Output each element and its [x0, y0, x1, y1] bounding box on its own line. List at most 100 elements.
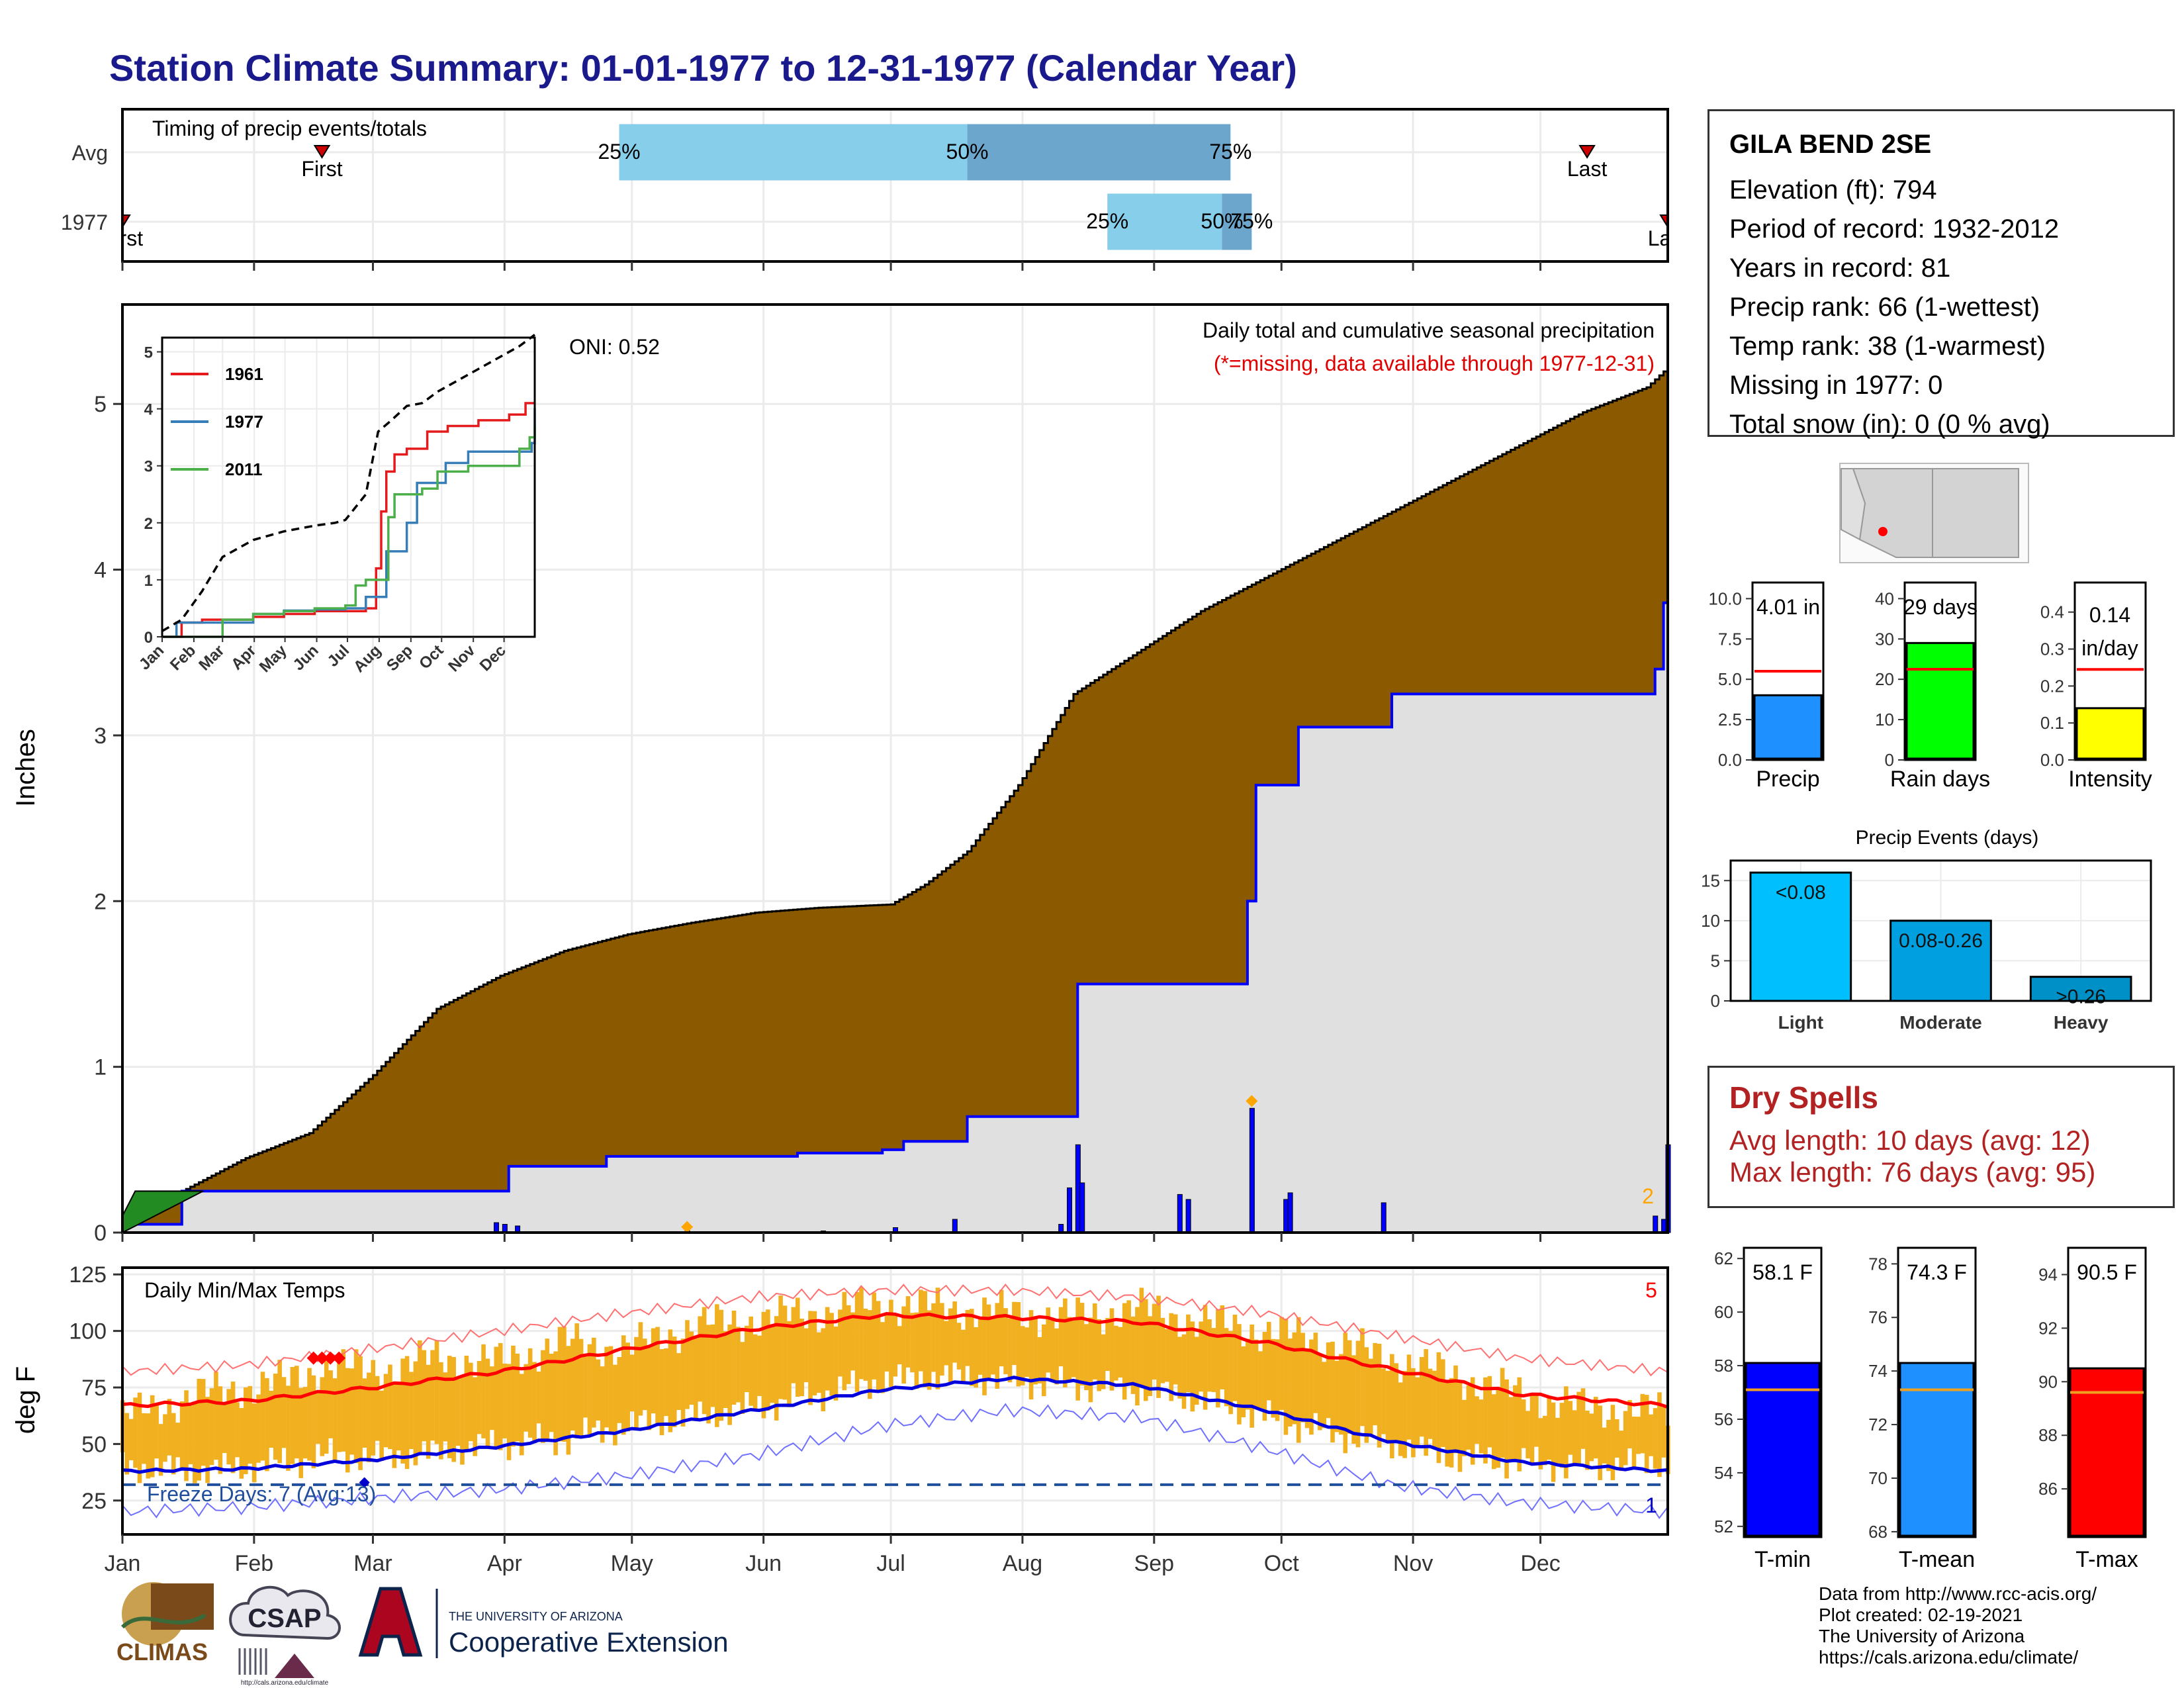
daily-temp-bar	[719, 1309, 724, 1421]
daily-temp-bar	[838, 1309, 842, 1377]
daily-temp-bar	[842, 1291, 847, 1391]
timing-mask-left	[0, 109, 121, 261]
daily-temp-bar	[179, 1401, 185, 1468]
daily-temp-bar	[460, 1376, 465, 1465]
daily-temp-bar	[545, 1338, 550, 1441]
csap-logo: CSAP http://cals.arizona.edu/climate	[229, 1585, 341, 1687]
daily-temp-bar	[485, 1358, 490, 1449]
daily-temp-bar	[455, 1379, 461, 1446]
daily-temp-bar	[868, 1310, 872, 1399]
ua-block-a-shape	[358, 1587, 423, 1657]
daily-temp-bar	[388, 1364, 392, 1450]
daily-temp-bar	[1232, 1314, 1238, 1401]
month-label: Nov	[1393, 1551, 1433, 1576]
daily-temp-bar	[655, 1327, 660, 1424]
mini-chart-bar	[1899, 1362, 1975, 1537]
temp-ytick-label: 100	[69, 1319, 107, 1344]
daily-temp-bar	[396, 1382, 401, 1451]
daily-temp-bar	[1143, 1299, 1148, 1401]
daily-temp-bar	[226, 1389, 231, 1465]
daily-temp-bar	[367, 1372, 371, 1462]
daily-temp-bar	[1496, 1387, 1501, 1468]
daily-temp-bar	[592, 1337, 596, 1428]
daily-temp-bar	[1300, 1333, 1305, 1423]
daily-temp-bar	[659, 1349, 664, 1436]
daily-temp-bar	[1203, 1305, 1208, 1410]
daily-temp-bar	[778, 1295, 783, 1399]
daily-temp-bar	[694, 1338, 698, 1421]
daily-temp-bar	[473, 1377, 478, 1456]
daily-temp-bar	[498, 1342, 503, 1450]
daily-temp-bar	[286, 1385, 291, 1471]
month-label: Aug	[1003, 1551, 1043, 1576]
daily-temp-bar	[519, 1374, 524, 1456]
daily-precip-bar	[1185, 1199, 1191, 1233]
daily-temp-bar	[1355, 1340, 1361, 1448]
daily-temp-bar	[625, 1342, 630, 1432]
daily-temp-bar	[1649, 1414, 1653, 1456]
daily-temp-bar	[672, 1336, 677, 1427]
credit-university: The University of Arizona	[1819, 1626, 2025, 1646]
daily-temp-bar	[1126, 1300, 1131, 1384]
daily-temp-bar	[1084, 1324, 1089, 1391]
daily-temp-bar	[1199, 1321, 1203, 1392]
daily-precip-bar	[1079, 1182, 1085, 1233]
precip-y-axis-label: Inches	[11, 729, 40, 807]
daily-temp-bar	[277, 1360, 282, 1464]
daily-temp-bar	[1173, 1314, 1178, 1385]
daily-temp-bar	[698, 1316, 703, 1402]
inset-ytick-label: 2	[144, 515, 153, 533]
daily-temp-bar	[171, 1413, 176, 1475]
daily-temp-bar	[749, 1316, 753, 1406]
daily-temp-bar	[353, 1349, 359, 1464]
daily-temp-bar	[1220, 1305, 1225, 1389]
daily-temp-bar	[1177, 1336, 1182, 1399]
daily-temp-bar	[961, 1329, 966, 1383]
daily-temp-bar	[817, 1332, 821, 1393]
temp-y-axis-label: deg F	[11, 1366, 40, 1434]
daily-temp-bar	[290, 1367, 295, 1464]
daily-temp-bar	[1105, 1318, 1110, 1371]
daily-temp-bar	[434, 1340, 439, 1444]
daily-temp-bar	[1432, 1370, 1437, 1448]
mini-chart-ytick-label: 88	[2038, 1425, 2058, 1445]
temp-compare-value: 90.5 F	[2077, 1260, 2137, 1284]
daily-temp-bar	[413, 1361, 418, 1466]
daily-temp-bar	[1253, 1339, 1259, 1408]
daily-temp-bar	[846, 1305, 851, 1384]
daily-temp-bar	[1063, 1298, 1068, 1387]
mini-chart-bar	[1745, 1362, 1821, 1537]
daily-temp-bar	[193, 1403, 197, 1483]
timing-bar-q50-q75	[1222, 193, 1252, 250]
timing-bar-q50-q75	[967, 124, 1231, 181]
mini-chart-ytick-label: 56	[1714, 1409, 1733, 1429]
daily-temp-bar	[965, 1309, 970, 1366]
daily-temp-bar	[1020, 1326, 1025, 1385]
daily-temp-bar	[490, 1366, 494, 1430]
daily-temp-bar	[795, 1297, 800, 1397]
daily-temp-bar	[723, 1331, 728, 1409]
daily-temp-bar	[549, 1354, 554, 1432]
daily-temp-bar	[1339, 1354, 1343, 1435]
daily-temp-bar	[222, 1403, 227, 1453]
daily-temp-bar	[1627, 1400, 1632, 1449]
daily-temp-bar	[137, 1392, 142, 1483]
daily-temp-bar	[341, 1349, 346, 1452]
daily-temp-bar	[1475, 1396, 1479, 1444]
csap-mountain-shape	[275, 1654, 314, 1678]
daily-temp-bar	[931, 1303, 936, 1372]
station-info-box: GILA BEND 2SE Elevation (ft): 794 Period…	[1707, 109, 2175, 439]
daily-temp-bar	[124, 1413, 130, 1475]
daily-temp-bar	[358, 1356, 363, 1470]
daily-temp-bar	[150, 1395, 155, 1477]
daily-temp-bar	[426, 1364, 431, 1459]
mini-chart-ytick-label: 2.5	[1718, 710, 1742, 729]
daily-temp-bar	[1037, 1336, 1042, 1383]
daily-temp-bar	[1207, 1319, 1212, 1392]
daily-temp-bar	[1525, 1411, 1530, 1459]
mini-chart-ytick-label: 86	[2038, 1479, 2058, 1499]
daily-temp-bar	[1568, 1401, 1573, 1455]
dry-spells-title: Dry Spells	[1729, 1080, 1878, 1115]
temp-ytick-label: 75	[81, 1376, 107, 1401]
daily-temp-bar	[969, 1309, 974, 1386]
